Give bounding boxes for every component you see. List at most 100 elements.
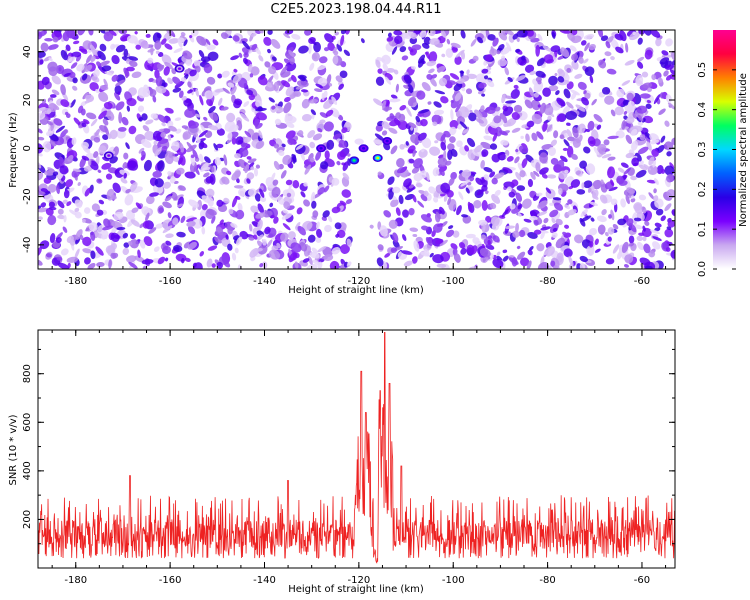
heatmap-cell [549, 202, 555, 206]
heatmap-cell [647, 165, 658, 176]
heatmap-cell [203, 63, 213, 74]
heatmap-cell [264, 61, 271, 68]
heatmap-cell [601, 86, 611, 95]
heatmap-cell [42, 141, 52, 153]
heatmap-cell [96, 209, 104, 216]
heatmap-cell [521, 55, 526, 61]
heatmap-cell [269, 202, 274, 208]
heatmap-cell [82, 248, 92, 254]
heatmap-cell [162, 201, 172, 209]
heatmap-cell [608, 186, 618, 192]
heatmap-cell [38, 216, 43, 220]
heatmap-cell [301, 114, 312, 122]
heatmap-cell [226, 112, 236, 123]
heatmap-cell [562, 105, 571, 114]
heatmap-cell [402, 234, 407, 241]
heatmap-cell [158, 128, 164, 133]
heatmap-cell [643, 164, 652, 171]
heatmap-cell [425, 236, 433, 246]
heatmap-cell [193, 132, 199, 138]
heatmap-cell [645, 103, 652, 109]
x-tick-label: -180 [64, 276, 87, 287]
heatmap-cell [413, 158, 423, 169]
heatmap-cell [198, 130, 208, 138]
heatmap-cell [545, 187, 552, 194]
heatmap-cell [439, 239, 448, 247]
heatmap-cell [642, 225, 646, 232]
heatmap-cell [403, 75, 410, 81]
heatmap-cell [566, 67, 572, 73]
heatmap-cell [65, 44, 71, 52]
heatmap-cell [587, 120, 595, 131]
heatmap-cell [624, 60, 635, 66]
heatmap-cell [553, 130, 559, 139]
heatmap-cell [399, 46, 407, 53]
heatmap-cell [162, 245, 172, 255]
heatmap-feature-core [361, 146, 366, 150]
heatmap-cell [96, 178, 103, 184]
heatmap-cell [381, 54, 391, 65]
heatmap-cell [103, 78, 109, 88]
x-tick-label: -80 [539, 575, 555, 586]
heatmap-cell [338, 139, 347, 149]
heatmap-cell [432, 223, 443, 233]
heatmap-cell [491, 177, 498, 185]
heatmap-cell [203, 116, 208, 121]
heatmap-cell [470, 38, 477, 47]
heatmap-cell [141, 150, 146, 158]
heatmap-cell [418, 58, 425, 68]
heatmap-cell [164, 61, 174, 70]
heatmap-cell [455, 103, 462, 113]
heatmap-cell [597, 224, 606, 235]
y-tick-label: -20 [22, 188, 33, 204]
heatmap-cell [621, 241, 629, 253]
y-tick-label: 0 [22, 145, 33, 151]
heatmap-cell [126, 66, 135, 72]
heatmap-cell [411, 256, 418, 264]
heatmap-cell [666, 189, 675, 199]
heatmap-cell [652, 241, 661, 250]
heatmap-cell [284, 113, 289, 123]
heatmap-cell [648, 250, 656, 258]
heatmap-cell [589, 201, 598, 206]
heatmap-cell [74, 211, 82, 219]
heatmap-cell [66, 30, 76, 39]
heatmap-cell [547, 147, 556, 156]
heatmap-cell [373, 98, 383, 106]
heatmap-cell [522, 198, 532, 209]
heatmap-cell [581, 182, 585, 189]
heatmap-cell [425, 51, 430, 60]
heatmap-cell [493, 172, 505, 180]
heatmap-cell [385, 67, 396, 73]
heatmap-cell [97, 50, 106, 61]
heatmap-cell [69, 238, 76, 246]
heatmap-cell [593, 146, 600, 156]
heatmap-cell [483, 174, 490, 181]
heatmap-cell [529, 70, 536, 76]
heatmap-cell [552, 227, 558, 232]
heatmap-cell [78, 48, 87, 52]
heatmap-cell [341, 127, 348, 134]
heatmap-cell [497, 58, 508, 67]
heatmap-cell [527, 178, 533, 188]
heatmap-cell [623, 110, 628, 115]
heatmap-cell [566, 122, 571, 126]
heatmap-cell [55, 237, 62, 243]
heatmap-cell [227, 226, 233, 235]
heatmap-cell [319, 112, 328, 118]
heatmap-cell [334, 31, 340, 36]
heatmap-cell [575, 170, 581, 175]
heatmap-cell [276, 242, 281, 249]
heatmap-cell [57, 208, 64, 215]
heatmap-cell [97, 169, 102, 173]
heatmap-cell [448, 225, 454, 229]
heatmap-cell [354, 138, 364, 145]
heatmap-cell [46, 130, 54, 137]
snr-y-axis: 200 400 600 800 [22, 348, 675, 569]
heatmap-cell [72, 85, 78, 91]
heatmap-cell [57, 214, 66, 220]
heatmap-cell [89, 160, 99, 171]
heatmap-cell [290, 242, 302, 253]
heatmap-cell [206, 258, 213, 268]
heatmap-cell [273, 143, 280, 149]
